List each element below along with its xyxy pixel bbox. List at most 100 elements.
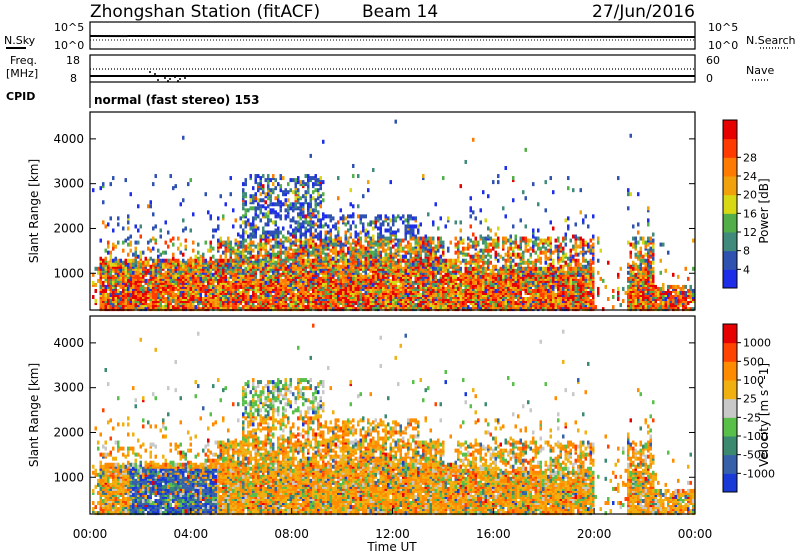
range-cell: [202, 252, 205, 257]
range-cell: [117, 301, 120, 306]
range-cell: [222, 297, 225, 302]
range-cell: [454, 242, 457, 247]
range-cell: [329, 290, 332, 295]
range-cell: [177, 301, 180, 306]
range-cell: [122, 288, 125, 293]
range-cell: [237, 278, 240, 283]
range-cell: [237, 295, 240, 300]
range-cell: [99, 268, 102, 273]
range-cell: [129, 288, 132, 293]
range-cell: [269, 280, 272, 285]
range-cell: [137, 278, 140, 283]
range-cell: [209, 280, 212, 285]
range-cell: [99, 290, 102, 295]
range-cell: [384, 288, 387, 293]
range-cell: [212, 280, 215, 285]
range-cell: [222, 290, 225, 295]
range-cell: [184, 264, 187, 269]
range-cell: [127, 292, 130, 297]
range-cell: [399, 303, 402, 308]
range-cell: [194, 305, 197, 310]
range-cell: [304, 190, 307, 195]
range-cell: [294, 196, 297, 201]
range-cell: [224, 242, 227, 247]
range-cell: [349, 248, 352, 253]
range-cell: [322, 295, 325, 300]
range-cell: [494, 272, 497, 277]
range-cell: [362, 274, 365, 279]
range-cell: [262, 301, 265, 306]
range-cell: [302, 264, 305, 269]
range-cell: [369, 280, 372, 285]
range-cell: [234, 305, 237, 310]
range-cell: [94, 299, 97, 304]
range-cell: [167, 282, 170, 287]
range-cell: [387, 301, 390, 306]
range-cell: [104, 278, 107, 283]
range-cell: [344, 305, 347, 310]
range-cell: [267, 216, 270, 221]
range-cell: [322, 264, 325, 269]
range-cell: [477, 295, 480, 300]
range-cell: [252, 222, 255, 227]
range-cell: [442, 250, 445, 255]
range-cell: [309, 305, 312, 310]
range-cell: [269, 274, 272, 279]
range-cell: [282, 290, 285, 295]
range-cell: [342, 220, 345, 225]
range-cell: [317, 272, 320, 277]
range-cell: [299, 196, 302, 201]
range-cell: [162, 286, 165, 291]
range-cell: [309, 228, 312, 233]
range-cell: [307, 288, 310, 293]
range-cell: [114, 305, 117, 310]
range-cell: [487, 248, 490, 253]
range-cell: [304, 280, 307, 285]
range-cell: [144, 299, 147, 304]
range-cell: [372, 276, 375, 281]
range-cell: [282, 282, 285, 287]
range-cell: [172, 268, 175, 273]
range-cell: [124, 282, 127, 287]
range-cell: [162, 305, 165, 310]
range-cell: [187, 260, 190, 265]
range-cell: [324, 286, 327, 291]
range-cell: [147, 303, 150, 308]
range-cell: [274, 301, 277, 306]
range-cell: [179, 284, 182, 289]
range-cell: [367, 290, 370, 295]
range-cell: [254, 266, 257, 271]
range-cell: [307, 264, 310, 269]
range-cell: [382, 288, 385, 293]
range-cell: [317, 236, 320, 241]
range-cell: [137, 274, 140, 279]
range-cell: [264, 250, 267, 255]
range-cell: [387, 284, 390, 289]
range-cell: [107, 292, 110, 297]
range-cell: [144, 303, 147, 308]
range-cell: [357, 260, 360, 265]
range-cell: [327, 288, 330, 293]
range-cell: [254, 274, 257, 279]
range-cell: [204, 240, 207, 245]
range-cell: [357, 278, 360, 283]
range-cell: [479, 208, 482, 213]
range-cell: [149, 307, 152, 312]
range-cell: [314, 297, 317, 302]
range-cell: [249, 176, 252, 181]
range-cell: [209, 244, 212, 249]
range-cell: [414, 290, 417, 295]
range-cell: [269, 256, 272, 261]
range-cell: [272, 270, 275, 275]
range-cell: [202, 288, 205, 293]
range-cell: [409, 242, 412, 247]
range-cell: [319, 305, 322, 310]
range-cell: [172, 262, 175, 267]
range-cell: [337, 290, 340, 295]
range-cell: [339, 242, 342, 247]
range-cell: [292, 301, 295, 306]
range-cell: [347, 301, 350, 306]
range-cell: [364, 295, 367, 300]
range-cell: [437, 240, 440, 245]
range-cell: [477, 256, 480, 261]
